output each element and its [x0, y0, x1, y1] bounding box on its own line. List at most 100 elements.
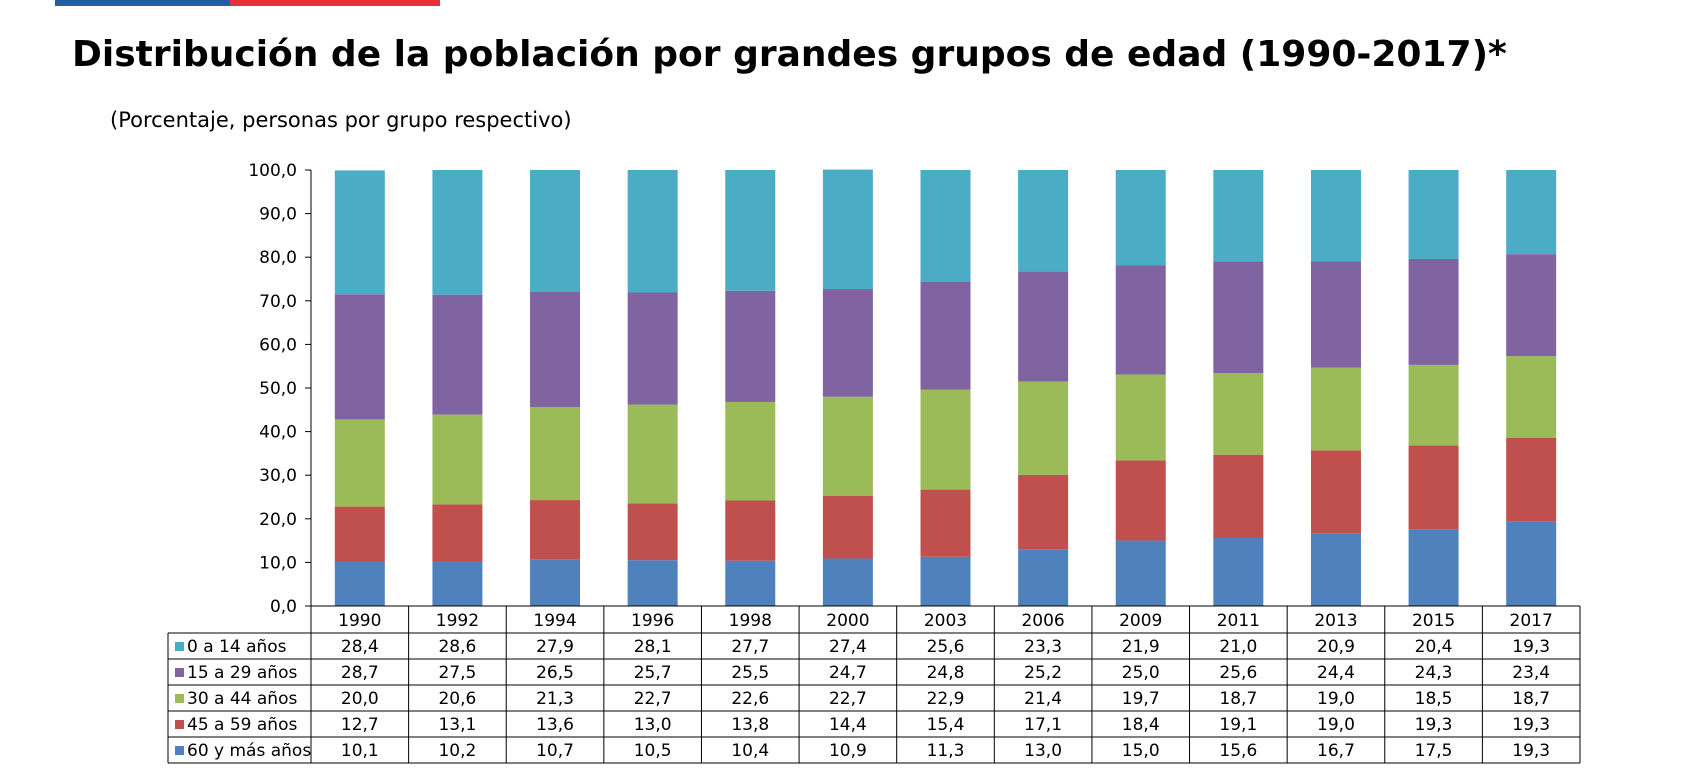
data-label: 13,1 [438, 715, 476, 735]
data-label: 19,3 [1415, 715, 1453, 735]
bar-segment [920, 281, 971, 390]
data-label: 28,4 [341, 637, 379, 657]
data-label: 20,6 [438, 689, 476, 709]
bar-segment [725, 401, 776, 501]
bar-segment [1115, 170, 1166, 266]
bar-segment [1018, 271, 1069, 382]
data-label: 18,7 [1512, 689, 1550, 709]
y-tick-label: 90,0 [259, 205, 297, 225]
data-label: 18,4 [1122, 715, 1160, 735]
bar-segment [1018, 381, 1069, 475]
x-tick-label: 2015 [1412, 611, 1455, 631]
data-label: 19,1 [1219, 715, 1257, 735]
data-label: 12,7 [341, 715, 379, 735]
y-tick-label: 80,0 [259, 248, 297, 268]
bar-segment [725, 170, 776, 291]
bar-segment [822, 169, 873, 290]
data-label: 19,7 [1122, 689, 1160, 709]
data-label: 27,7 [731, 637, 769, 657]
data-label: 21,9 [1122, 637, 1160, 657]
data-label: 19,3 [1512, 637, 1550, 657]
bar-segment [1408, 445, 1459, 530]
bar-segment [432, 414, 483, 505]
data-label: 25,2 [1024, 663, 1062, 683]
bar-segment [1115, 460, 1166, 541]
data-label: 18,5 [1415, 689, 1453, 709]
bar-segment [1213, 373, 1264, 455]
legend-swatch [175, 642, 184, 651]
y-tick-label: 0,0 [270, 597, 297, 617]
data-label: 19,0 [1317, 689, 1355, 709]
bar-segment [1506, 254, 1557, 357]
data-label: 19,0 [1317, 715, 1355, 735]
bar-segment [725, 290, 776, 402]
bar-segment [432, 504, 483, 562]
data-label: 13,8 [731, 715, 769, 735]
data-label: 10,2 [438, 741, 476, 761]
x-tick-label: 2006 [1021, 611, 1064, 631]
bar-segment [334, 294, 385, 420]
data-label: 22,9 [927, 689, 965, 709]
bar-segment [822, 289, 873, 397]
data-label: 25,7 [634, 663, 672, 683]
legend-label: 0 a 14 años [187, 637, 287, 657]
bar-segment [1115, 265, 1166, 375]
bar-segment [1408, 364, 1459, 446]
bar-segment [627, 292, 678, 405]
bars-group [334, 169, 1557, 606]
bar-segment [530, 170, 581, 292]
data-label: 13,6 [536, 715, 574, 735]
data-label: 10,5 [634, 741, 672, 761]
data-label: 24,4 [1317, 663, 1355, 683]
data-label: 20,9 [1317, 637, 1355, 657]
data-label: 20,4 [1415, 637, 1453, 657]
bar-segment [822, 558, 873, 606]
data-label: 25,5 [731, 663, 769, 683]
bar-segment [1213, 537, 1264, 606]
data-label: 20,0 [341, 689, 379, 709]
data-label: 11,3 [927, 741, 965, 761]
data-label: 10,1 [341, 741, 379, 761]
data-label: 15,6 [1219, 741, 1257, 761]
bar-segment [1506, 356, 1557, 438]
data-label: 27,5 [438, 663, 476, 683]
data-label: 18,7 [1219, 689, 1257, 709]
data-label: 26,5 [536, 663, 574, 683]
data-label: 17,1 [1024, 715, 1062, 735]
bar-segment [432, 294, 483, 415]
data-table: 1990 1992 1994 1996 1998 2000 2003 2006 2009 2011… [167, 605, 1581, 764]
x-tick-label: 1992 [436, 611, 479, 631]
data-label: 23,3 [1024, 637, 1062, 657]
data-label: 17,5 [1415, 741, 1453, 761]
bar-segment [920, 489, 971, 557]
data-label: 15,0 [1122, 741, 1160, 761]
data-label: 24,3 [1415, 663, 1453, 683]
bar-segment [432, 170, 483, 295]
data-label: 27,9 [536, 637, 574, 657]
data-label: 13,0 [1024, 741, 1062, 761]
bar-segment [1018, 170, 1069, 272]
y-tick-label: 30,0 [259, 466, 297, 486]
bar-segment [1213, 170, 1264, 262]
data-label: 22,7 [634, 689, 672, 709]
data-label: 25,0 [1122, 663, 1160, 683]
data-label: 10,4 [731, 741, 769, 761]
data-label: 21,3 [536, 689, 574, 709]
x-tick-label: 1994 [533, 611, 576, 631]
legend-swatch [175, 746, 184, 755]
x-tick-label: 1990 [338, 611, 381, 631]
y-tick-label: 10,0 [259, 553, 297, 573]
top-accent-bar-blue [55, 0, 230, 6]
bar-segment [334, 170, 385, 295]
data-label: 21,0 [1219, 637, 1257, 657]
bar-segment [432, 561, 483, 606]
data-label: 24,8 [927, 663, 965, 683]
bar-segment [334, 419, 385, 507]
bar-segment [530, 500, 581, 560]
x-tick-label: 2000 [826, 611, 869, 631]
data-label: 22,6 [731, 689, 769, 709]
legend-label: 15 a 29 años [187, 663, 297, 683]
data-label: 25,6 [1219, 663, 1257, 683]
bar-segment [1408, 258, 1459, 365]
